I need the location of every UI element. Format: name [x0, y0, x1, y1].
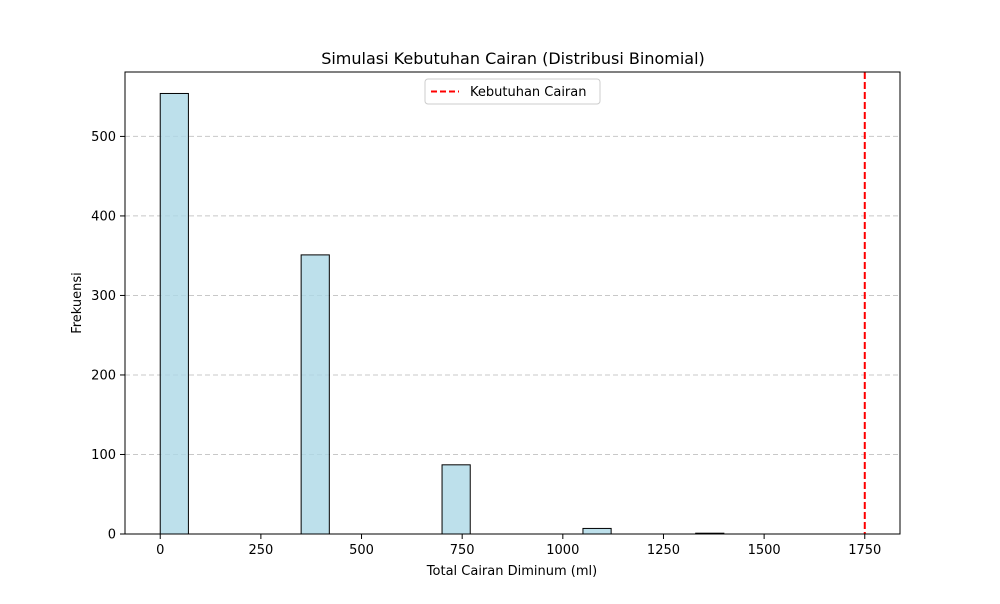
- y-tick-label: 100: [91, 448, 116, 463]
- x-axis-label: Total Cairan Diminum (ml): [426, 564, 597, 579]
- x-tick-label: 1750: [848, 543, 881, 558]
- bars-layer: [159, 92, 725, 535]
- chart-title: Simulasi Kebutuhan Cairan (Distribusi Bi…: [321, 49, 705, 68]
- legend-box: [424, 78, 601, 105]
- x-tick-label: 250: [248, 543, 273, 558]
- y-tick-label: 300: [91, 289, 116, 304]
- y-axis-ticks: 0 100 200 300 400 500: [91, 130, 125, 543]
- grid-layer: [125, 135, 900, 455]
- y-axis-label: Frekuensi: [70, 272, 85, 334]
- x-tick-label: 750: [450, 543, 475, 558]
- y-tick-label: 200: [91, 368, 116, 383]
- x-tick-label: 1500: [748, 543, 781, 558]
- plot-frame: [124, 71, 901, 535]
- histogram-bar: [582, 527, 612, 535]
- histogram-bar: [159, 92, 189, 535]
- histogram-bar: [300, 254, 330, 535]
- x-tick-label: 1000: [546, 543, 579, 558]
- x-tick-label: 0: [156, 543, 164, 558]
- y-tick-label: 400: [91, 209, 116, 224]
- x-tick-label: 500: [349, 543, 374, 558]
- y-tick-label: 500: [91, 130, 116, 145]
- histogram-bar: [441, 464, 471, 535]
- legend-label: Kebutuhan Cairan: [470, 85, 587, 100]
- x-axis-ticks: 0 250 500 750 1000 1250 1500 1750: [156, 534, 881, 558]
- x-tick-label: 1250: [647, 543, 680, 558]
- legend: Kebutuhan Cairan: [424, 78, 601, 105]
- y-tick-label: 0: [108, 528, 116, 543]
